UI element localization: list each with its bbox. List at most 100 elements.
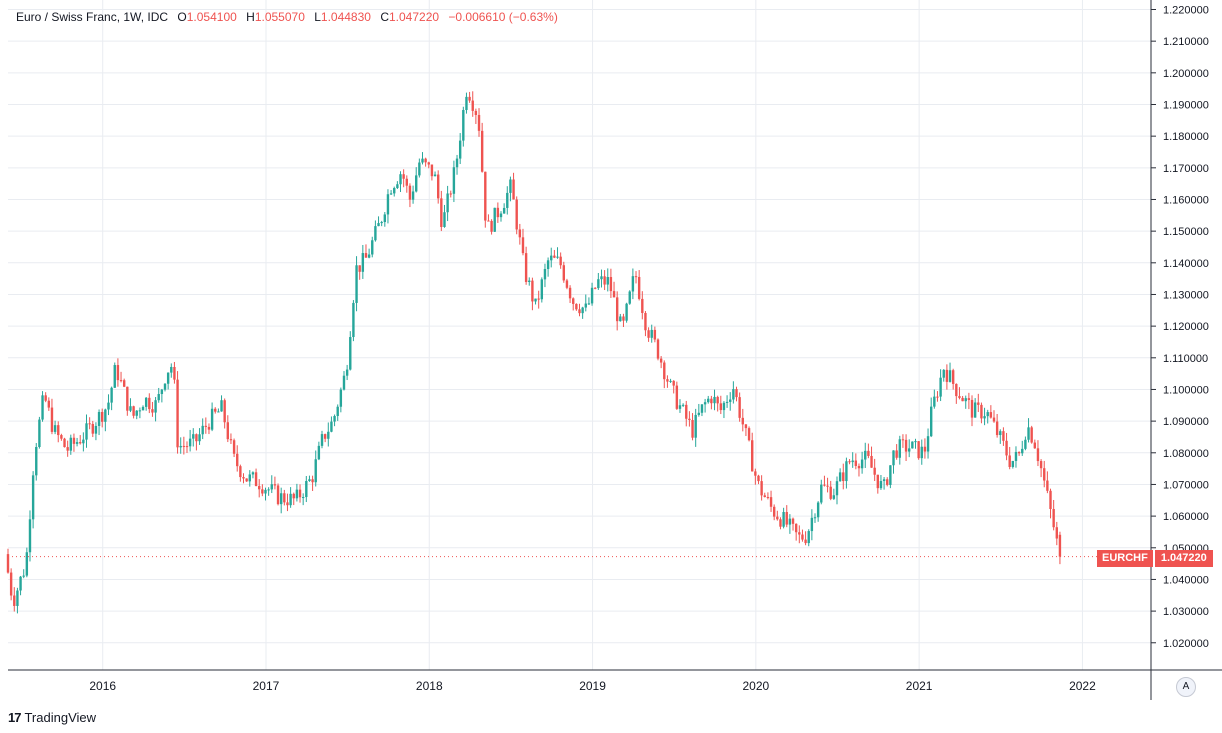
candle-body [961, 397, 964, 402]
time-axis: 2016 2017 2018 2019 2020 2021 2022 [89, 679, 1096, 693]
candle-body [989, 412, 993, 418]
candle-body [283, 493, 286, 503]
candle-body [672, 380, 675, 386]
candle-body [587, 303, 591, 305]
candle-body [590, 287, 594, 304]
candle-body [415, 175, 418, 192]
candle-body [603, 276, 606, 285]
candle-body [317, 445, 321, 460]
candle-body [917, 441, 920, 459]
candle-body [389, 193, 393, 195]
candle-body [430, 164, 434, 177]
candle-body [160, 389, 164, 395]
candle-body [515, 199, 518, 230]
candle-body [506, 192, 509, 208]
auto-scale-button[interactable]: A [1176, 677, 1196, 697]
candle-body [198, 434, 201, 442]
candle-body [735, 389, 738, 398]
tradingview-logo-icon: 17 [8, 710, 22, 725]
candle-body [697, 412, 701, 415]
candle-body [185, 446, 189, 448]
candle-body [929, 406, 933, 437]
candle-body [807, 531, 810, 544]
candle-body [245, 478, 248, 482]
candle-body [101, 411, 104, 422]
candle-body [992, 417, 996, 422]
open-label: O [177, 10, 187, 24]
candle-body [148, 397, 151, 410]
candle-body [1002, 431, 1005, 441]
candle-body [534, 298, 537, 302]
candle-body [845, 461, 848, 482]
candle-body [289, 493, 292, 506]
candle-body [16, 590, 19, 606]
candle-body [597, 279, 600, 289]
candle-body [6, 554, 10, 573]
candle-body [886, 479, 889, 485]
candle-body [261, 489, 264, 494]
candle-body [854, 460, 858, 466]
candle-body [659, 358, 663, 363]
candle-body [110, 387, 113, 403]
candle-body [581, 307, 584, 314]
candle-body [82, 439, 85, 444]
candle-body [669, 380, 672, 382]
price-tick-label: 1.090000 [1163, 416, 1209, 428]
candle-body [220, 400, 223, 412]
symbol-legend: Euro / Swiss Franc, 1W, IDC O1.054100 H1… [16, 10, 558, 24]
candle-body [842, 472, 845, 482]
price-axis: 1.0200001.0300001.0400001.0500001.060000… [1151, 4, 1209, 650]
candle-body [612, 291, 616, 298]
candle-body [933, 396, 936, 407]
time-tick-label: 2017 [253, 679, 280, 693]
candle-body [1008, 455, 1011, 467]
candle-body [546, 260, 550, 270]
candle-body [28, 519, 32, 553]
candle-body [232, 440, 236, 454]
candle-body [13, 595, 16, 606]
candle-body [79, 442, 82, 444]
candle-body [760, 481, 763, 496]
candle-body [223, 400, 226, 423]
candle-body [119, 380, 123, 382]
price-tick-label: 1.200000 [1163, 68, 1209, 80]
candle-body [25, 552, 29, 576]
candle-body [685, 404, 688, 419]
candle-body [772, 506, 776, 517]
candle-body [22, 575, 25, 577]
candle-body [873, 467, 876, 475]
candle-body [418, 162, 421, 176]
candle-body [144, 397, 148, 407]
last-price-tag: EURCHF 1.047220 [1097, 550, 1213, 567]
candle-body [606, 277, 609, 285]
candle-body [44, 395, 47, 401]
candle-body [801, 534, 804, 540]
candle-body [502, 207, 506, 214]
candle-body [320, 434, 324, 446]
candle-body [421, 158, 424, 163]
candle-body [107, 402, 110, 410]
candle-body [1036, 448, 1040, 462]
candle-body [879, 481, 883, 489]
candle-body [1043, 468, 1046, 481]
candle-body [860, 459, 864, 469]
tradingview-name: TradingView [24, 710, 97, 725]
candle-body [462, 110, 465, 141]
candle-body [141, 406, 145, 411]
candle-body [157, 394, 160, 401]
time-tick-label: 2020 [742, 679, 769, 693]
candle-body [383, 214, 387, 223]
candle-body [336, 406, 339, 416]
candle-body [816, 502, 820, 518]
candle-body [170, 366, 173, 373]
tradingview-branding[interactable]: 17 TradingView [8, 710, 96, 725]
candle-body [57, 425, 60, 436]
candle-body [214, 408, 217, 412]
candle-body [791, 518, 795, 524]
candle-body [94, 425, 98, 434]
candle-body [804, 539, 807, 544]
candle-body [729, 399, 732, 402]
candle-body [455, 158, 459, 168]
candle-body [239, 466, 242, 478]
